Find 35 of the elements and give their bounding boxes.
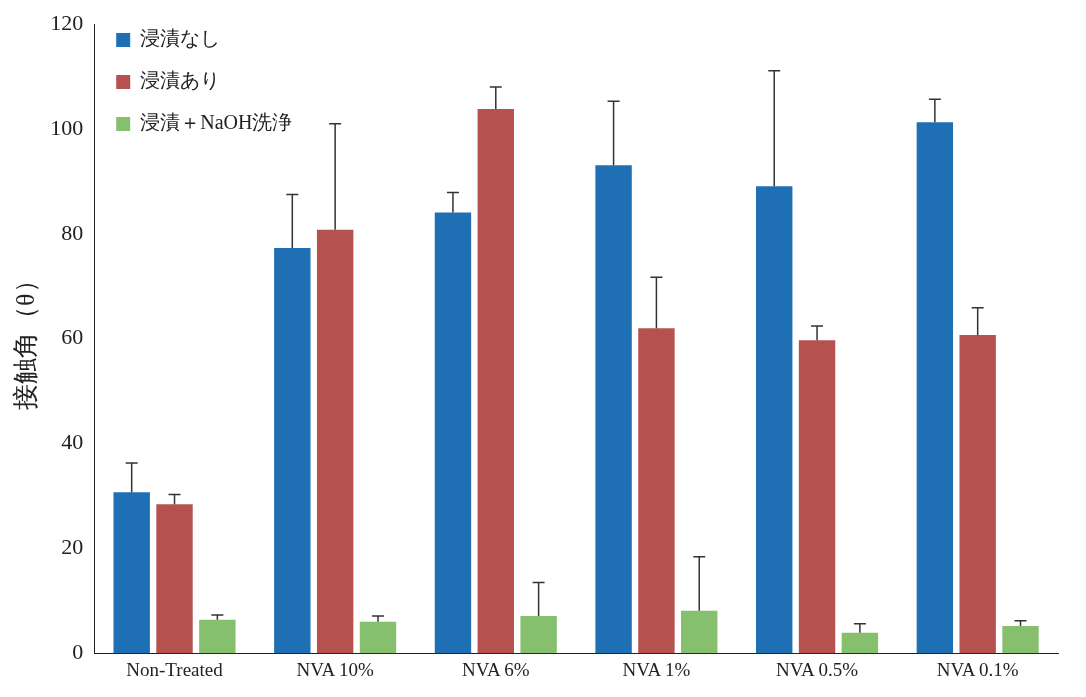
y-tick-label: 120 <box>50 9 84 35</box>
y-axis-title: 接触角（θ） <box>11 267 41 410</box>
bar <box>681 610 718 654</box>
y-tick-label: 80 <box>61 219 84 245</box>
bar <box>359 621 397 654</box>
bar <box>477 109 514 654</box>
y-tick-label: 100 <box>50 114 84 140</box>
bar <box>1002 625 1039 654</box>
legend-label: 浸漬＋NaOH洗浄 <box>140 111 293 134</box>
bar <box>316 229 354 654</box>
bar <box>595 165 632 654</box>
y-tick-label: 0 <box>72 638 84 664</box>
bar <box>113 492 150 654</box>
bar <box>916 122 954 654</box>
x-tick-label: NVA 0.5% <box>776 658 859 680</box>
y-tick-label: 40 <box>61 429 84 455</box>
bar <box>156 504 193 654</box>
y-tick-label: 20 <box>61 534 84 560</box>
bar <box>520 615 557 654</box>
bar <box>841 632 879 654</box>
bar <box>274 248 311 654</box>
bar <box>756 186 793 654</box>
x-tick-label: NVA 6% <box>461 658 530 680</box>
x-tick-label: NVA 10% <box>296 658 374 680</box>
x-tick-label: Non-Treated <box>126 658 224 680</box>
bar <box>798 340 836 654</box>
bar <box>199 619 236 654</box>
bar <box>434 212 472 654</box>
legend-label: 浸漬なし <box>140 27 221 50</box>
x-tick-label: NVA 0.1% <box>936 658 1019 680</box>
x-tick-label: NVA 1% <box>622 658 691 680</box>
bar <box>638 328 675 654</box>
bar <box>959 335 996 654</box>
y-tick-label: 60 <box>61 324 84 350</box>
legend-label: 浸漬あり <box>140 69 221 92</box>
